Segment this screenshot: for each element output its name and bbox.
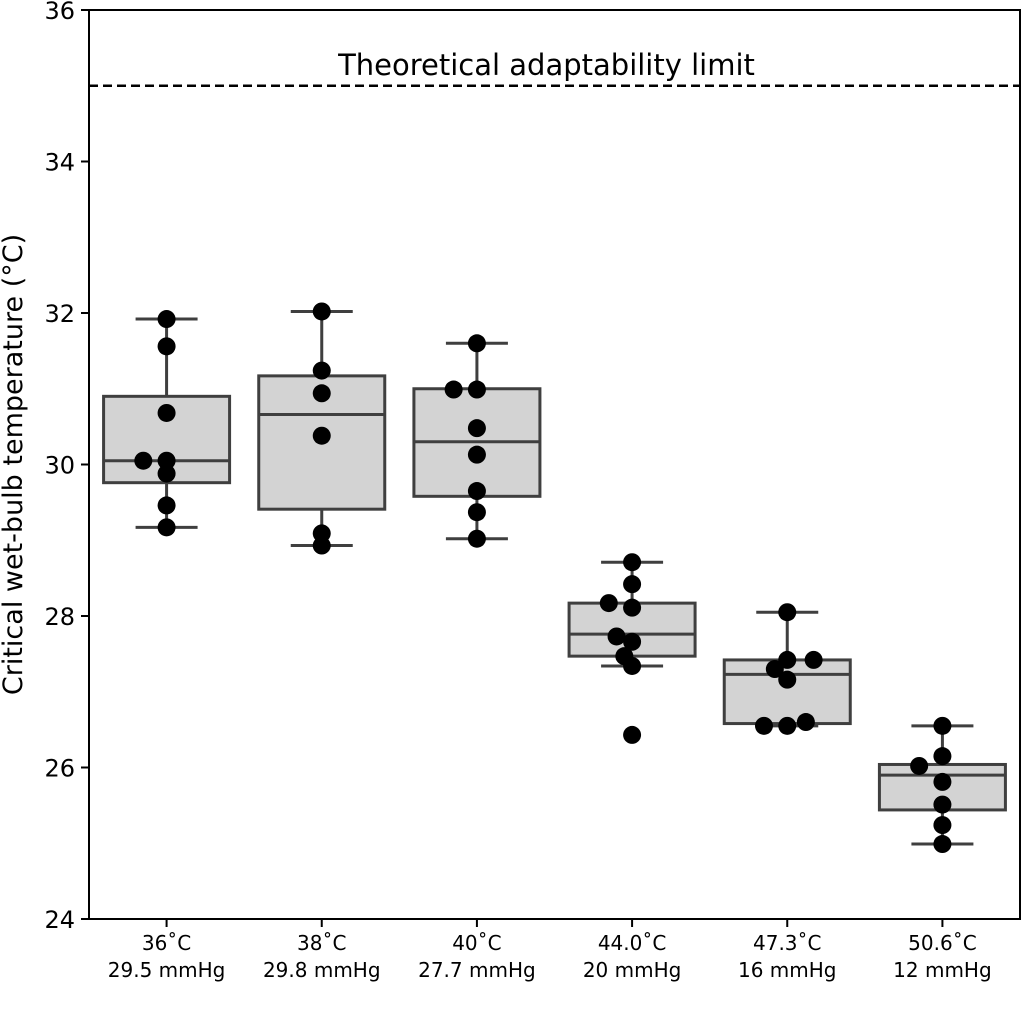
x-tick-label-temperature: 36˚C xyxy=(142,931,191,955)
data-point xyxy=(467,445,486,464)
data-point xyxy=(623,598,642,617)
data-point xyxy=(157,518,176,537)
data-point xyxy=(778,670,797,689)
y-tick-label: 34 xyxy=(44,149,75,177)
data-point xyxy=(157,337,176,356)
data-point xyxy=(467,482,486,501)
data-point xyxy=(623,725,642,744)
data-point xyxy=(933,795,952,814)
box-iqr xyxy=(722,658,852,726)
x-tick-label-temperature: 40˚C xyxy=(452,931,501,955)
data-point xyxy=(467,334,486,353)
data-point xyxy=(467,503,486,522)
data-point xyxy=(312,302,331,321)
data-point xyxy=(933,747,952,766)
data-point xyxy=(623,553,642,572)
x-tick-label-temperature: 38˚C xyxy=(297,931,346,955)
data-point xyxy=(312,536,331,555)
data-point xyxy=(134,451,153,470)
x-tick-label-pressure: 27.7 mmHg xyxy=(418,958,536,982)
data-point xyxy=(157,464,176,483)
data-point xyxy=(623,656,642,675)
data-point xyxy=(312,361,331,380)
x-tick-label-pressure: 12 mmHg xyxy=(893,958,992,982)
data-point xyxy=(933,772,952,791)
x-tick-label-pressure: 16 mmHg xyxy=(738,958,837,982)
x-tick-label-temperature: 44.0˚C xyxy=(598,931,667,955)
x-tick-label-temperature: 47.3˚C xyxy=(753,931,822,955)
reference-line-label: Theoretical adaptability limit xyxy=(337,48,755,82)
y-tick-label: 30 xyxy=(44,452,75,480)
x-tick-label-temperature: 50.6˚C xyxy=(908,931,977,955)
data-point xyxy=(933,816,952,835)
data-point xyxy=(599,594,618,613)
data-point xyxy=(778,603,797,622)
data-point xyxy=(467,419,486,438)
y-tick-label: 24 xyxy=(44,906,75,934)
x-tick-label-pressure: 29.8 mmHg xyxy=(263,958,381,982)
data-point xyxy=(754,716,773,735)
data-point xyxy=(467,380,486,399)
x-tick-label-pressure: 20 mmHg xyxy=(583,958,682,982)
data-point xyxy=(312,426,331,445)
data-points xyxy=(134,302,952,854)
data-point xyxy=(778,650,797,669)
data-point xyxy=(804,650,823,669)
data-point xyxy=(607,627,626,646)
y-tick-label: 28 xyxy=(44,603,75,631)
y-axis-title: Critical wet-bulb temperature (°C) xyxy=(0,234,29,695)
data-point xyxy=(157,496,176,515)
data-point xyxy=(157,403,176,422)
data-point xyxy=(157,310,176,329)
data-point xyxy=(623,632,642,651)
data-point xyxy=(467,529,486,548)
data-point xyxy=(444,380,463,399)
x-axis-ticks: 36˚C 29.5 mmHg 38˚C 29.8 mmHg 40˚C 27.7 mmHg 4… xyxy=(108,919,992,982)
boxplots xyxy=(102,309,1007,846)
data-point xyxy=(765,660,784,679)
y-tick-label: 32 xyxy=(44,300,75,328)
data-point xyxy=(933,716,952,735)
y-tick-label: 36 xyxy=(44,0,75,25)
plot-frame xyxy=(88,9,1021,920)
data-point xyxy=(623,575,642,594)
data-point xyxy=(933,835,952,854)
x-tick-label-pressure: 29.5 mmHg xyxy=(108,958,226,982)
data-point xyxy=(157,451,176,470)
data-point xyxy=(910,756,929,775)
reference-line-group: Theoretical adaptability limit xyxy=(89,48,1020,87)
data-point xyxy=(796,713,815,732)
y-tick-label: 26 xyxy=(44,755,75,783)
data-point xyxy=(778,716,797,735)
data-point xyxy=(312,384,331,403)
y-axis-ticks: 24 26 28 30 32 34 36 xyxy=(44,0,89,934)
